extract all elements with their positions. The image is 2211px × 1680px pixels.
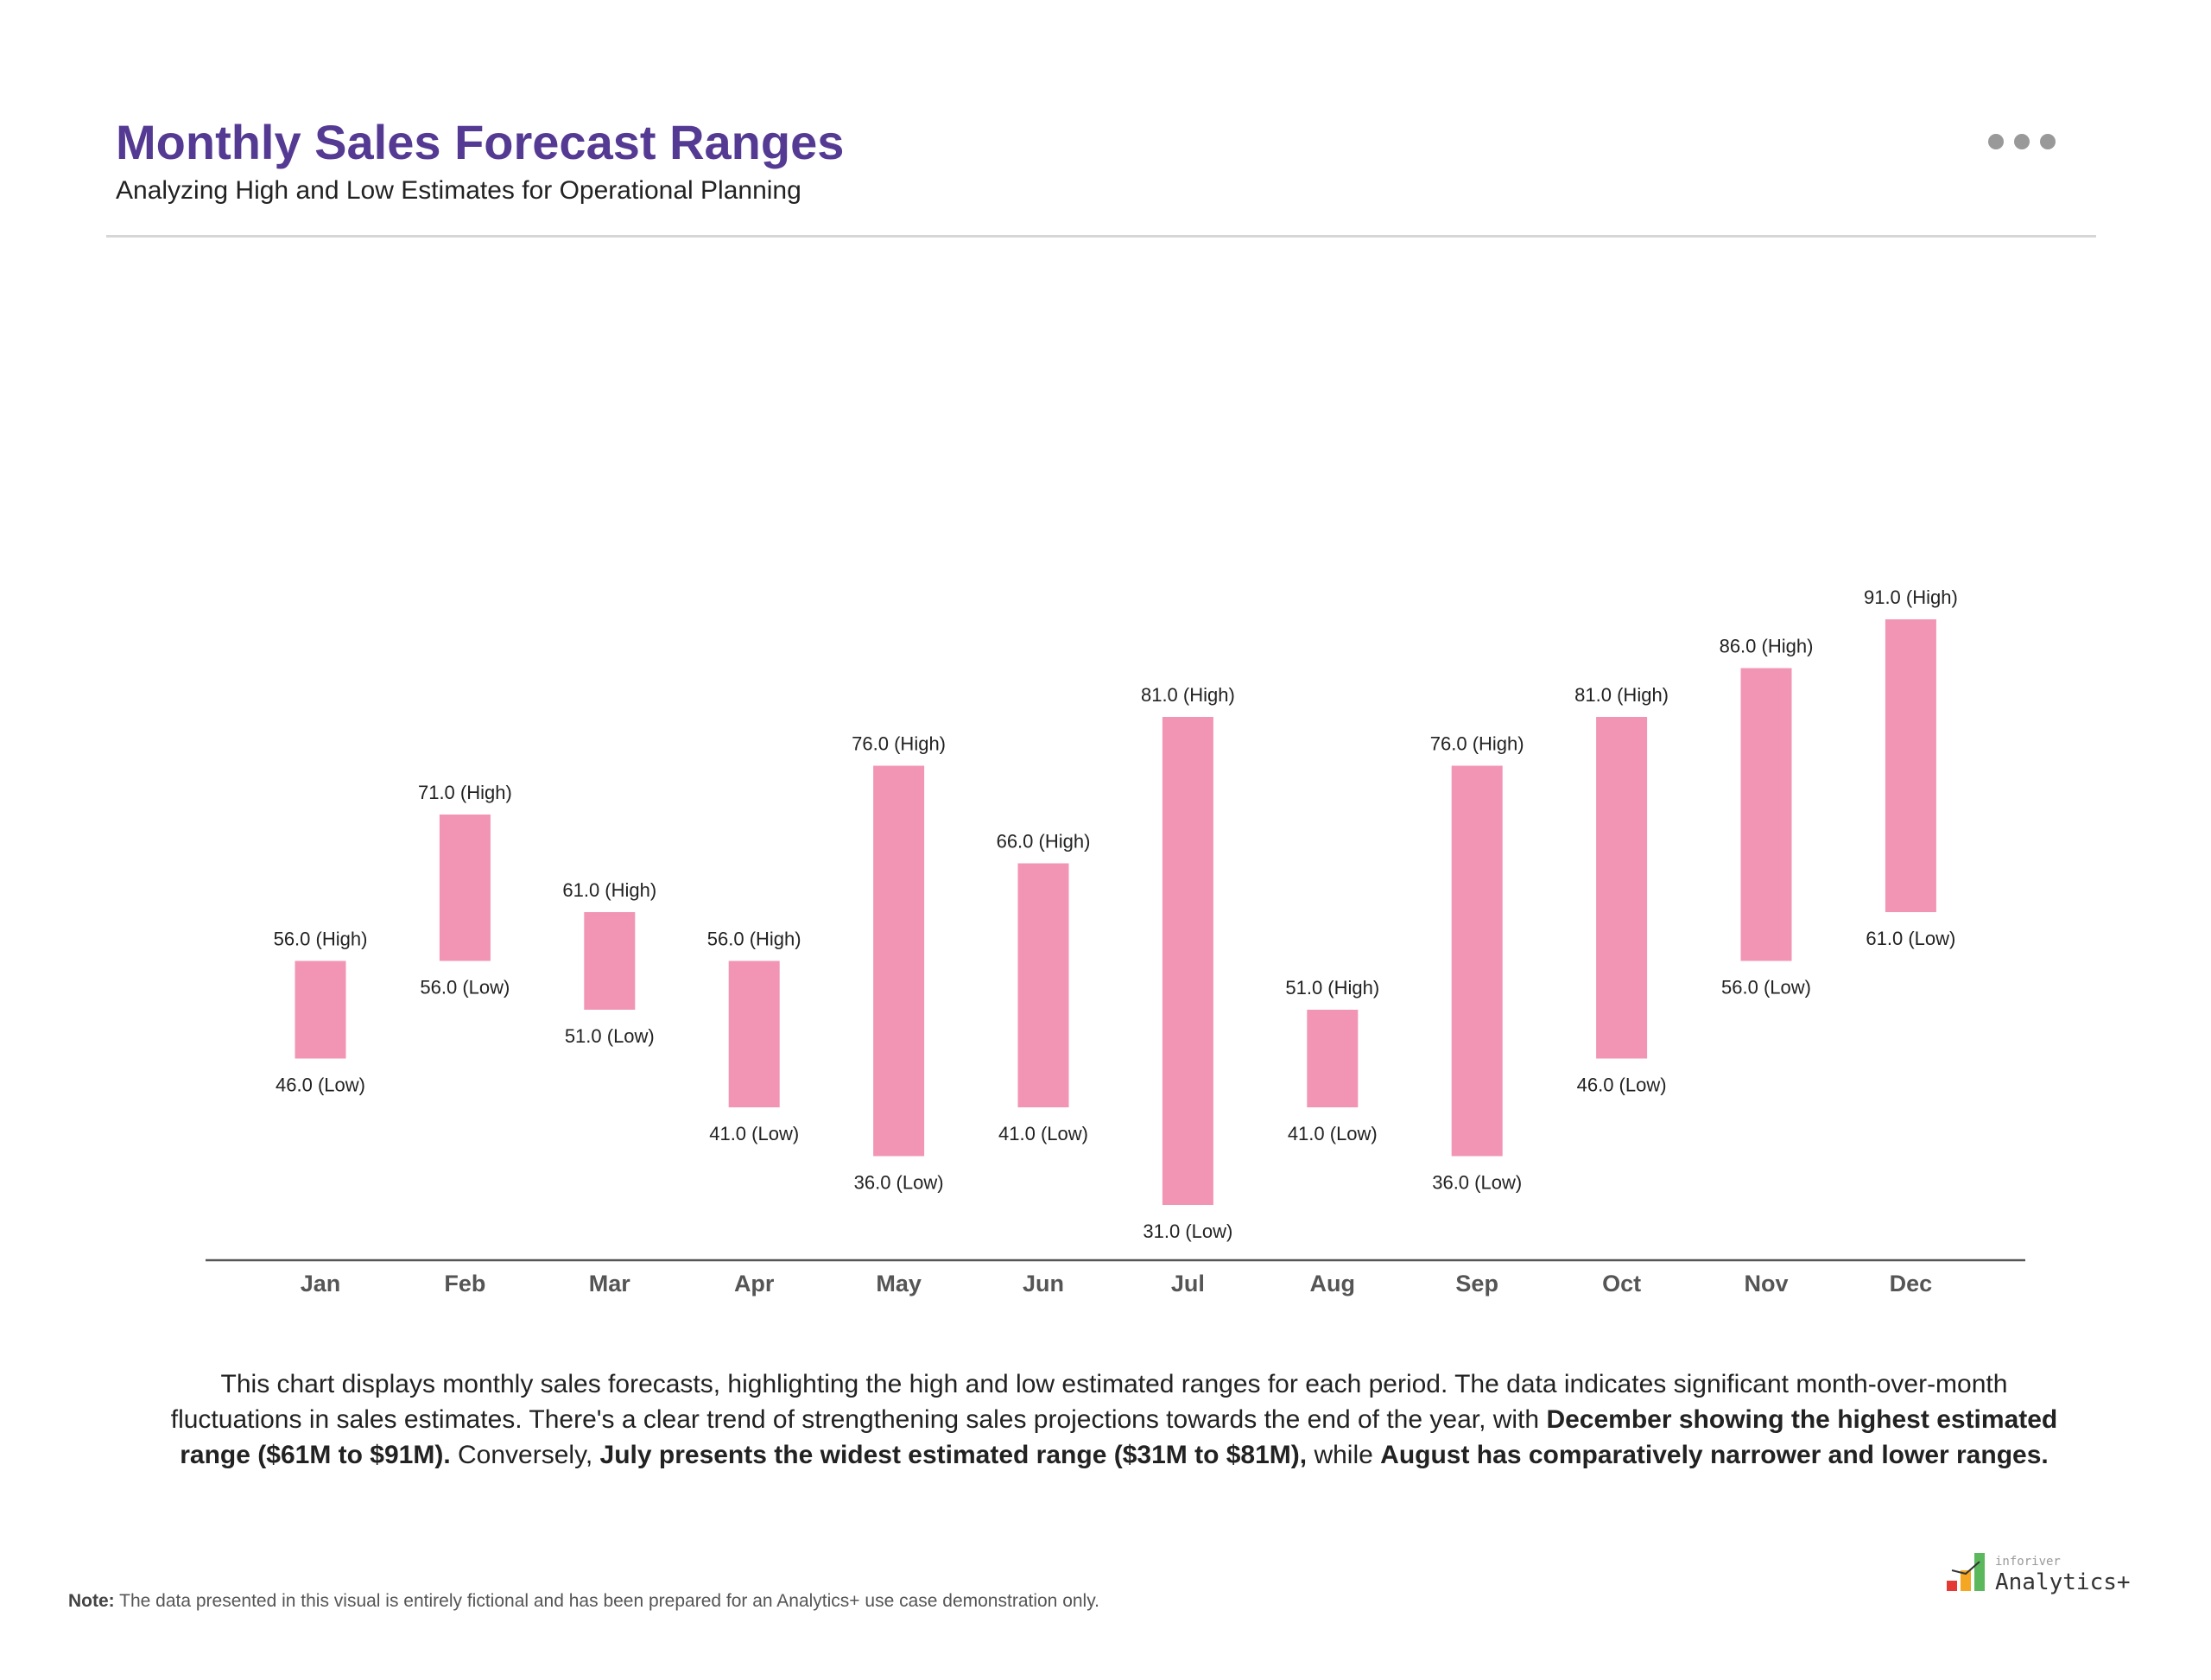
analytics-plus-logo: inforiver Analytics+: [1947, 1553, 2131, 1595]
x-tick-label: Dec: [1890, 1271, 1933, 1296]
x-tick-label: May: [876, 1271, 922, 1296]
high-label: 81.0 (High): [1574, 684, 1669, 706]
footnote: Note: The data presented in this visual …: [68, 1591, 1099, 1612]
x-tick-label: Jan: [301, 1271, 341, 1296]
high-label: 51.0 (High): [1285, 977, 1379, 998]
low-label: 36.0 (Low): [1432, 1172, 1522, 1194]
high-label: 61.0 (High): [562, 879, 656, 901]
low-label: 41.0 (Low): [1288, 1123, 1378, 1144]
x-tick-label: Oct: [1602, 1271, 1641, 1296]
low-label: 56.0 (Low): [420, 977, 510, 998]
note-label: Note:: [68, 1591, 115, 1611]
page-title: Monthly Sales Forecast Ranges: [116, 115, 845, 169]
high-label: 56.0 (High): [274, 929, 368, 950]
high-label: 56.0 (High): [707, 929, 801, 950]
summary-text: Conversely,: [450, 1441, 600, 1469]
note-text: The data presented in this visual is ent…: [114, 1591, 1099, 1611]
high-label: 81.0 (High): [1141, 684, 1235, 706]
summary-text: This chart displays monthly sales foreca…: [170, 1370, 2008, 1434]
low-label: 46.0 (Low): [1577, 1075, 1667, 1096]
range-bar: [1451, 765, 1503, 1157]
range-bar: [1162, 717, 1213, 1205]
low-label: 41.0 (Low): [998, 1123, 1088, 1144]
x-tick-label: Feb: [444, 1271, 485, 1296]
low-label: 36.0 (Low): [854, 1172, 944, 1194]
high-label: 76.0 (High): [852, 733, 946, 755]
range-bar: [1740, 668, 1792, 961]
range-bar: [873, 765, 925, 1157]
high-label: 91.0 (High): [1864, 586, 1958, 608]
x-tick-label: Jul: [1171, 1271, 1205, 1296]
high-label: 86.0 (High): [1720, 636, 1814, 657]
x-tick-label: Sep: [1455, 1271, 1498, 1296]
summary-highlight: July presents the widest estimated range…: [599, 1441, 1308, 1469]
low-label: 61.0 (Low): [1866, 928, 1955, 949]
more-options-button[interactable]: [1988, 134, 2056, 149]
summary-highlight: August has comparatively narrower and lo…: [1380, 1441, 2049, 1469]
logo-small-text: inforiver: [1995, 1555, 2061, 1569]
summary-highlight: December showing the highest estimated r…: [180, 1405, 2058, 1469]
range-bar: [439, 815, 491, 961]
range-bar: [1307, 1010, 1359, 1107]
more-horizontal-icon: [2014, 134, 2030, 149]
range-bar: [728, 960, 780, 1107]
high-label: 76.0 (High): [1430, 733, 1524, 755]
x-tick-label: Nov: [1744, 1271, 1788, 1296]
x-tick-label: Mar: [589, 1271, 631, 1296]
logo-main-text: Analytics+: [1995, 1569, 2131, 1595]
low-label: 56.0 (Low): [1721, 977, 1811, 998]
low-label: 41.0 (Low): [709, 1123, 799, 1144]
low-label: 51.0 (Low): [565, 1025, 655, 1047]
range-bar: [295, 960, 346, 1059]
low-label: 31.0 (Low): [1143, 1220, 1232, 1242]
more-horizontal-icon: [1988, 134, 2004, 149]
x-tick-label: Aug: [1310, 1271, 1355, 1296]
high-label: 66.0 (High): [997, 831, 1091, 853]
low-label: 46.0 (Low): [276, 1075, 365, 1096]
range-bar: [584, 912, 636, 1010]
chart-summary: This chart displays monthly sales foreca…: [155, 1366, 2073, 1473]
x-tick-label: Apr: [734, 1271, 775, 1296]
range-bar: [1885, 619, 1936, 912]
range-bar: [1017, 863, 1069, 1107]
page-subtitle: Analyzing High and Low Estimates for Ope…: [116, 176, 801, 205]
x-tick-label: Jun: [1023, 1271, 1064, 1296]
range-bar: [1596, 717, 1648, 1059]
header-divider: [106, 235, 2096, 238]
summary-text: while: [1307, 1441, 1381, 1469]
more-horizontal-icon: [2040, 134, 2056, 149]
high-label: 71.0 (High): [418, 782, 512, 803]
